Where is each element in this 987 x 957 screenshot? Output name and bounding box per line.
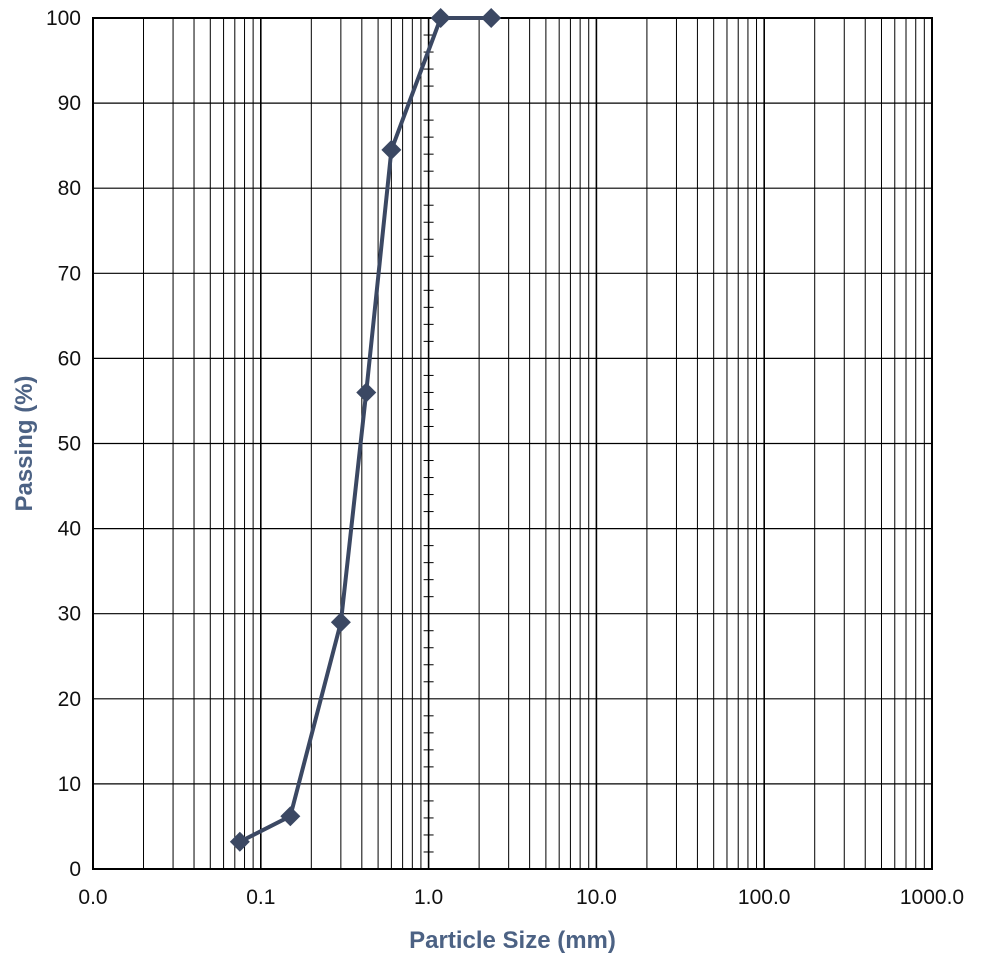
x-tick-label: 1000.0	[900, 886, 964, 909]
data-point-marker	[330, 612, 351, 633]
series-line	[238, 16, 492, 844]
grid-lines	[92, 17, 932, 870]
y-tick-label: 10	[58, 773, 81, 796]
y-tick-label: 80	[58, 177, 81, 200]
y-tick-label: 50	[58, 433, 81, 456]
x-tick-label: 10.0	[576, 886, 617, 909]
data-point-marker	[430, 8, 451, 28]
data-point-marker	[381, 139, 402, 160]
y-tick-label: 0	[69, 858, 81, 881]
data-point-marker	[280, 806, 301, 827]
y-tick-label: 100	[46, 7, 81, 30]
y-tick-label: 30	[58, 603, 81, 626]
x-tick-label: 100.0	[738, 886, 791, 909]
data-point-marker	[229, 831, 250, 852]
x-axis-title: Particle Size (mm)	[409, 927, 616, 954]
x-tick-label: 0.0	[78, 886, 107, 909]
y-tick-label: 70	[58, 262, 81, 285]
y-tick-label: 40	[58, 518, 81, 541]
y-tick-label: 60	[58, 347, 81, 370]
x-axis-tick-labels: 0.0 0.1 1.0 10.0 100.0 1000.0	[78, 886, 964, 909]
data-point-marker	[481, 8, 502, 28]
series-layer	[229, 8, 502, 852]
y-tick-label: 90	[58, 92, 81, 115]
x-tick-label: 0.1	[246, 886, 275, 909]
data-point-marker	[356, 382, 377, 403]
x-tick-label: 1.0	[414, 886, 443, 909]
y-tick-label: 20	[58, 688, 81, 711]
y-axis-title: Passing (%)	[11, 375, 38, 511]
plot-frame	[92, 17, 933, 870]
y-axis-tick-labels: 0 10 20 30 40 50 60 70 80 90 100	[46, 7, 81, 881]
